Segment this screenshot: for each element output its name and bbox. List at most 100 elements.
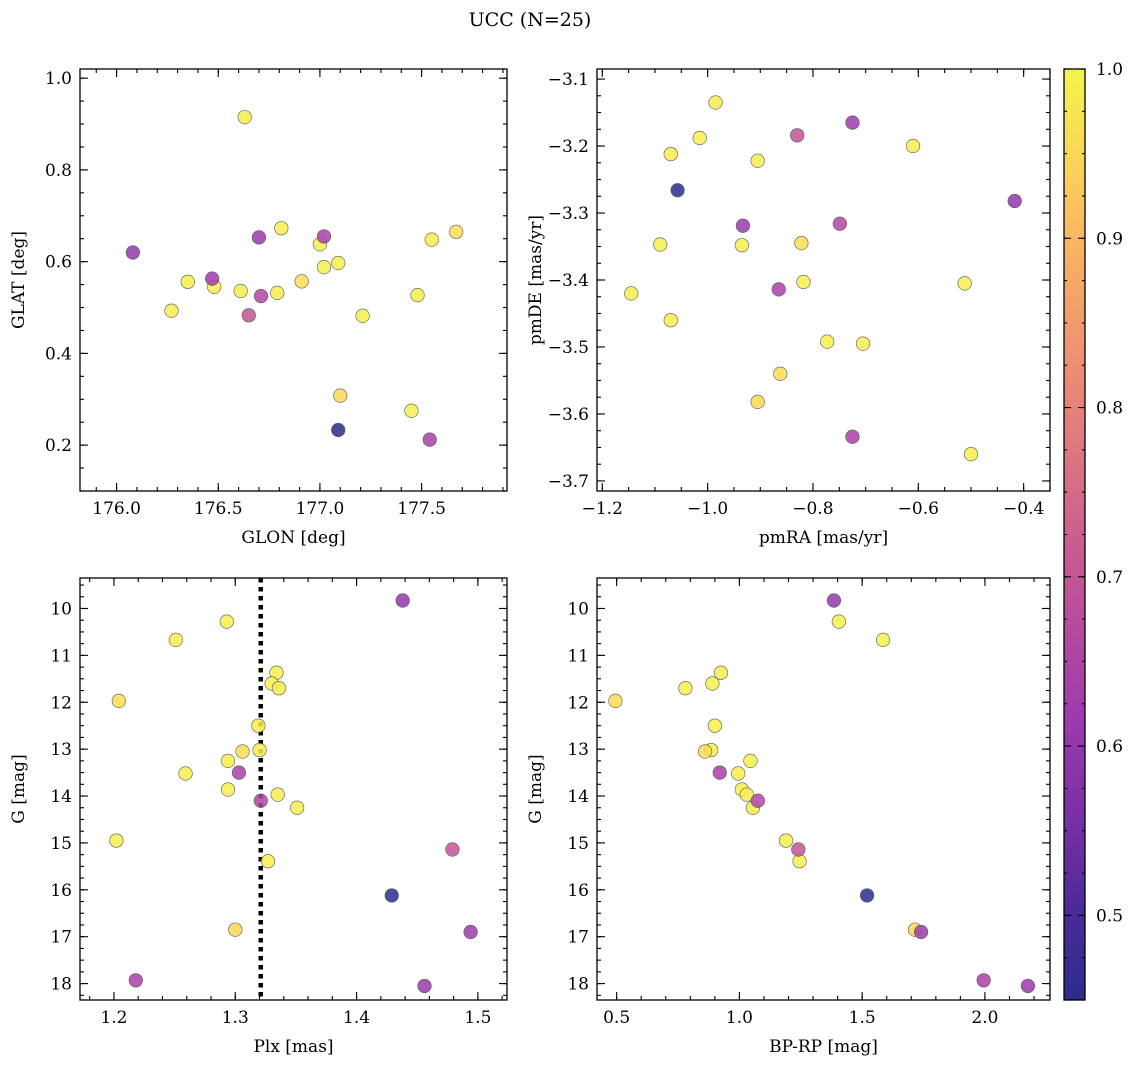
data-point — [219, 614, 234, 629]
data-point — [410, 288, 425, 303]
data-point — [404, 403, 419, 418]
x-tick-label: 1.5 — [849, 1008, 876, 1028]
data-point — [125, 245, 140, 260]
data-point — [164, 303, 179, 318]
x-tick-label: 1.4 — [343, 1008, 370, 1028]
data-point — [253, 793, 268, 808]
y-tick-label: 18 — [567, 975, 589, 995]
y-tick-label: 16 — [567, 881, 589, 901]
data-point — [253, 288, 269, 304]
data-point — [228, 922, 243, 937]
y-tick-label: 16 — [50, 881, 72, 901]
data-point — [796, 274, 811, 290]
y-tick-label: 14 — [50, 787, 72, 807]
y-tick-label: 15 — [567, 834, 589, 854]
data-point — [624, 286, 639, 301]
axes-frame — [79, 68, 508, 492]
x-tick-label: 177.0 — [296, 499, 345, 519]
data-point — [1007, 193, 1022, 209]
data-point — [708, 95, 723, 110]
data-point — [316, 229, 332, 244]
y-tick-label: −3.4 — [548, 271, 589, 291]
data-point — [963, 447, 979, 462]
x-tick-label: 0.5 — [603, 1008, 630, 1028]
data-point — [663, 313, 678, 328]
data-point — [790, 128, 805, 143]
x-tick-label: 1.5 — [464, 1008, 491, 1028]
data-point — [905, 138, 921, 154]
figure-title: UCC (N=25) — [469, 9, 592, 31]
data-point — [424, 232, 439, 247]
y-tick-label: −3.6 — [548, 405, 589, 425]
x-tick-label: 2.0 — [971, 1008, 998, 1028]
data-point — [180, 274, 195, 289]
y-tick-label: 11 — [50, 646, 72, 666]
data-point — [178, 766, 193, 781]
y-tick-label: 13 — [567, 740, 589, 760]
panel-plx-g: 1.2 1.3 1.4 1.5 10 11 12 13 14 15 16 17 18 Plx [mas] G… — [9, 577, 508, 1057]
data-point — [855, 336, 871, 351]
data-point — [663, 146, 678, 162]
y-tick-label: 18 — [50, 975, 72, 995]
data-point — [333, 388, 348, 403]
x-tick-label: 1.3 — [222, 1008, 249, 1028]
data-point — [290, 800, 305, 815]
data-point — [692, 130, 707, 146]
y-tick-label: 0.2 — [45, 436, 72, 456]
data-point — [270, 787, 285, 802]
x-tick-label: 176.5 — [194, 499, 243, 519]
axes-frame — [596, 68, 1051, 492]
data-point — [445, 842, 460, 857]
data-point — [794, 236, 809, 251]
y-tick-label: 11 — [567, 646, 589, 666]
y-tick-label: −3.1 — [548, 70, 589, 90]
x-tick-label: −1.0 — [687, 499, 728, 519]
data-point — [875, 632, 891, 647]
data-point — [220, 782, 236, 797]
data-point — [697, 744, 713, 759]
data-layer — [624, 95, 1022, 462]
data-point — [845, 429, 860, 444]
colorbar-tick-label: 0.5 — [1096, 906, 1123, 926]
data-point — [251, 230, 267, 245]
data-point — [773, 366, 788, 381]
y-axis-label: pmDE [mas/yr] — [526, 215, 546, 345]
data-point — [859, 888, 875, 903]
data-point — [260, 854, 276, 869]
y-tick-label: 14 — [567, 787, 589, 807]
data-point — [707, 718, 722, 733]
y-tick-label: 1.0 — [45, 69, 72, 89]
colorbar-tick-label: 0.7 — [1096, 568, 1123, 588]
y-tick-label: 10 — [567, 599, 589, 619]
data-point — [750, 394, 765, 410]
data-point — [734, 238, 749, 253]
data-point — [331, 422, 346, 438]
y-tick-label: 10 — [50, 599, 72, 619]
y-tick-label: −3.3 — [548, 204, 589, 224]
data-layer — [125, 110, 464, 447]
data-point — [791, 842, 806, 857]
x-tick-label: 177.5 — [397, 499, 446, 519]
y-tick-label: 12 — [50, 693, 72, 713]
data-point — [731, 766, 746, 781]
data-point — [231, 765, 247, 780]
data-point — [957, 276, 972, 291]
data-point — [316, 260, 332, 275]
y-tick-label: 0.6 — [45, 253, 72, 273]
x-tick-label: −0.4 — [1003, 499, 1044, 519]
data-point — [111, 693, 126, 708]
data-point — [463, 924, 478, 940]
data-point — [235, 744, 250, 759]
data-point — [128, 973, 143, 988]
x-axis-label: BP-RP [mag] — [769, 1037, 878, 1057]
x-tick-label: 176.0 — [92, 499, 141, 519]
data-point — [913, 924, 929, 940]
data-point — [237, 110, 252, 125]
data-point — [168, 632, 183, 647]
colorbar: 0.5 0.6 0.7 0.8 0.9 1.0 — [1063, 60, 1123, 1001]
data-point — [355, 308, 370, 323]
data-point — [449, 224, 464, 239]
data-point — [678, 681, 693, 696]
data-layer — [109, 578, 478, 1000]
